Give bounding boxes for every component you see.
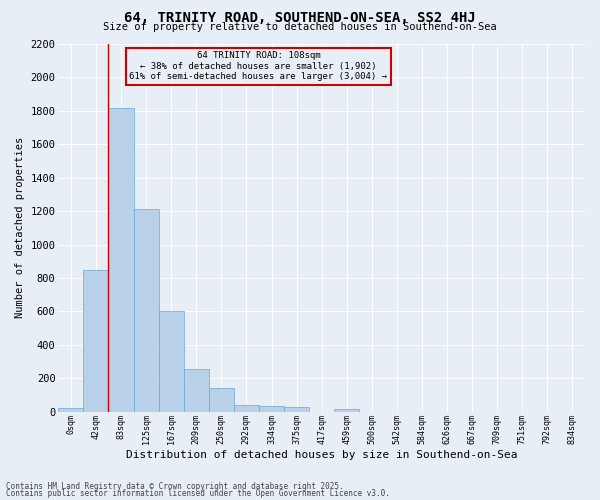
Bar	[158, 312, 184, 412]
Bar	[259, 406, 284, 411]
Text: 64 TRINITY ROAD: 108sqm
← 38% of detached houses are smaller (1,902)
61% of semi: 64 TRINITY ROAD: 108sqm ← 38% of detache…	[130, 52, 388, 81]
Bar	[334, 409, 359, 412]
Bar	[109, 108, 134, 412]
X-axis label: Distribution of detached houses by size in Southend-on-Sea: Distribution of detached houses by size …	[126, 450, 517, 460]
Bar	[83, 270, 109, 412]
Bar	[209, 388, 234, 411]
Bar	[134, 210, 158, 412]
Bar	[234, 405, 259, 411]
Text: Contains public sector information licensed under the Open Government Licence v3: Contains public sector information licen…	[6, 489, 390, 498]
Y-axis label: Number of detached properties: Number of detached properties	[15, 137, 25, 318]
Text: Size of property relative to detached houses in Southend-on-Sea: Size of property relative to detached ho…	[103, 22, 497, 32]
Bar	[184, 369, 209, 412]
Text: 64, TRINITY ROAD, SOUTHEND-ON-SEA, SS2 4HJ: 64, TRINITY ROAD, SOUTHEND-ON-SEA, SS2 4…	[124, 11, 476, 25]
Text: Contains HM Land Registry data © Crown copyright and database right 2025.: Contains HM Land Registry data © Crown c…	[6, 482, 344, 491]
Bar	[58, 408, 83, 412]
Bar	[284, 408, 309, 412]
